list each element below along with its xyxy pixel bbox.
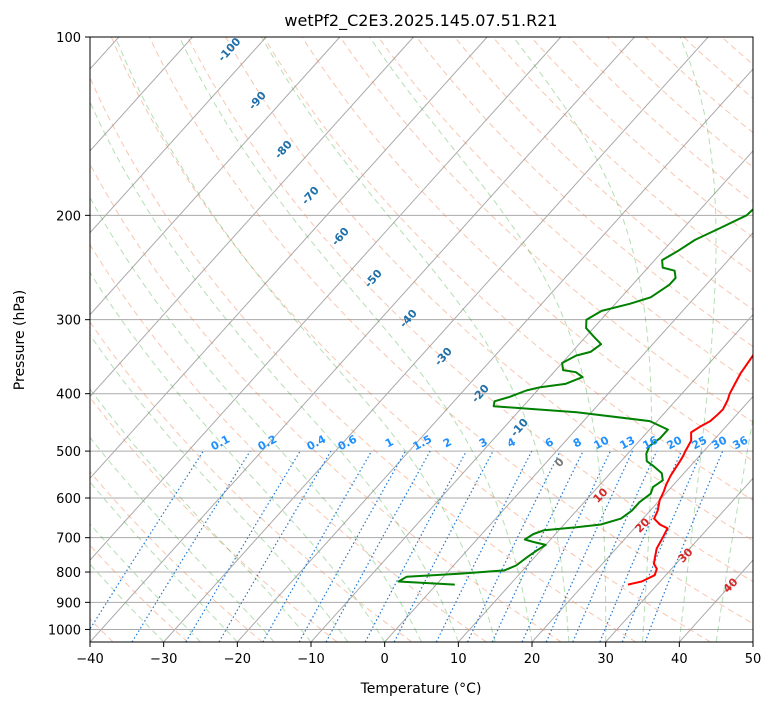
isotherm-gridline: [90, 37, 414, 398]
mixing-ratio-line: [491, 450, 584, 642]
moist-adiabat: [715, 415, 753, 642]
x-tick-label: −40: [76, 652, 103, 667]
mixing-ratio-line: [131, 450, 251, 642]
isotherm-gridline: [310, 150, 753, 642]
isotherm-gridline: [90, 37, 562, 561]
x-axis-title: Temperature (°C): [360, 681, 482, 697]
dry-adiabat: [90, 76, 637, 642]
y-tick-label: 700: [56, 532, 81, 547]
isotherm-gridline: [90, 37, 488, 480]
x-tick-label: −10: [297, 652, 324, 667]
mixing-ratio-line: [545, 450, 634, 642]
moist-adiabat: [90, 481, 238, 642]
y-axis-title: Pressure (hPa): [12, 290, 28, 390]
moist-adiabat: [90, 100, 459, 642]
mixing-ratio-label: 25: [690, 434, 710, 453]
plot-frame: [89, 36, 754, 643]
mixing-ratio-label: 13: [618, 434, 638, 453]
moist-adiabat: [90, 388, 312, 642]
isotherm-gridline: [90, 37, 341, 316]
x-tick-label: −20: [224, 652, 251, 667]
moist-adiabat: [369, 37, 607, 642]
mixing-ratio-line: [621, 450, 703, 642]
dry-adiabat: [90, 243, 487, 642]
y-tick-label: 500: [56, 445, 81, 460]
mixing-ratio-label: 16: [641, 433, 661, 452]
axis-ticks: −40 −30 −20 −10 0 10 20 30 40 50 100 200 300 400 500 60…: [48, 31, 761, 667]
isotherm-gridline: [90, 37, 635, 642]
mixing-ratio-label: 36: [731, 433, 751, 452]
plot-area: -100-90-80-70-60-50-40-30-20-10010203040…: [90, 37, 753, 642]
moist-adiabat: [90, 334, 349, 642]
y-tick-label: 800: [56, 566, 81, 581]
x-tick-label: 40: [671, 652, 688, 667]
dry-adiabat: [606, 37, 753, 168]
dry-adiabat: [377, 37, 753, 385]
dry-adiabat: [90, 321, 413, 642]
isotherm-gridline: [605, 477, 753, 642]
mixing-ratio-line: [521, 450, 611, 642]
y-tick-label: 200: [56, 209, 81, 224]
dry-adiabat: [90, 396, 338, 642]
mixing-ratio-line: [466, 450, 561, 642]
dry-adiabat: [187, 37, 753, 583]
dry-adiabat: [492, 37, 753, 274]
mixing-ratio-label: 10: [592, 433, 612, 452]
moist-adiabat: [512, 37, 653, 642]
y-tick-label: 400: [56, 388, 81, 403]
dry-adiabat: [454, 37, 753, 311]
moist-adiabat: [114, 37, 496, 642]
x-tick-label: 0: [381, 652, 389, 667]
temperature-line: [627, 353, 753, 586]
isotherm-gridline: [90, 37, 267, 234]
mixing-ratio-line: [325, 450, 431, 642]
x-tick-label: 10: [450, 652, 467, 667]
mixing-ratio-label: 20: [665, 433, 685, 452]
mixing-ratio-line: [218, 450, 332, 642]
y-tick-label: 600: [56, 492, 81, 507]
dry-adiabat: [339, 37, 753, 423]
y-tick-label: 900: [56, 596, 81, 611]
y-tick-label: 300: [56, 314, 81, 329]
isotherm-gridline: [384, 231, 753, 642]
isotherm-gridline: [163, 37, 709, 642]
x-tick-label: 50: [745, 652, 762, 667]
moist-adiabat: [90, 271, 386, 642]
x-tick-label: 30: [597, 652, 614, 667]
chart-title: wetPf2_C2E3.2025.145.07.51.R21: [284, 11, 557, 31]
moist-adiabat: [678, 37, 717, 642]
dry-adiabat: [568, 37, 753, 203]
dewpoint-line: [397, 208, 753, 586]
mixing-ratio-line: [262, 450, 373, 642]
mixing-ratio-line: [90, 450, 204, 631]
isotherm-gridline: [531, 395, 753, 642]
dry-adiabat: [416, 37, 753, 348]
mixing-ratio-line: [185, 450, 301, 642]
dry-adiabat: [148, 37, 753, 625]
x-tick-label: 20: [524, 652, 541, 667]
dry-adiabat: [110, 37, 711, 642]
moist-adiabat: [178, 37, 533, 642]
mixing-ratio-label: 30: [710, 433, 730, 452]
dry-adiabat: [225, 37, 753, 542]
isotherm-gridline: [90, 37, 193, 152]
x-tick-label: −30: [150, 652, 177, 667]
y-tick-label: 100: [56, 31, 81, 46]
dry-adiabat: [90, 163, 562, 642]
moist-adiabat: [90, 436, 275, 642]
moist-adiabat: [261, 37, 570, 642]
y-tick-label: 1000: [48, 623, 81, 638]
isotherm-gridline: [236, 68, 753, 642]
mixing-ratio-line: [298, 450, 406, 642]
isotherm-gridline: [457, 313, 753, 642]
dry-adiabat: [263, 37, 753, 501]
